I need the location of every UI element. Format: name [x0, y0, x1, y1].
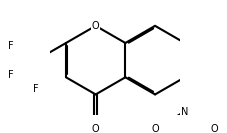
Text: F: F: [8, 70, 14, 80]
Text: F: F: [33, 84, 39, 94]
Text: O: O: [92, 21, 99, 31]
Text: O: O: [151, 124, 159, 133]
Text: O: O: [211, 124, 218, 133]
Text: F: F: [8, 41, 14, 51]
Text: O: O: [92, 124, 99, 133]
Text: N: N: [181, 107, 188, 117]
